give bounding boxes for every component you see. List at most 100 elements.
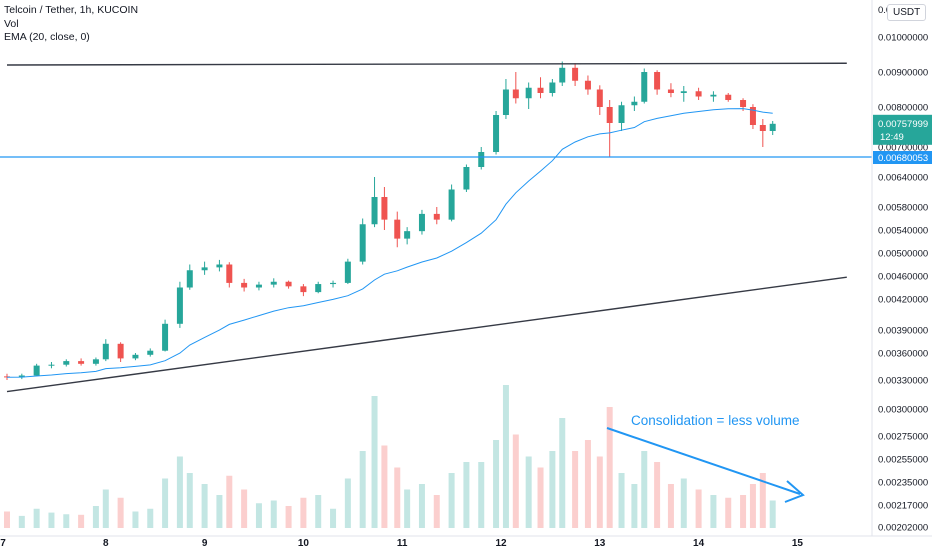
candle-body bbox=[559, 67, 566, 83]
volume-bar bbox=[285, 506, 292, 528]
candle-body bbox=[315, 284, 322, 293]
last-price-value: 0.00757999 bbox=[878, 119, 928, 130]
trendlines[interactable] bbox=[6, 62, 847, 393]
price-tick-label: 0.00275000 bbox=[878, 432, 928, 443]
candle-body bbox=[537, 87, 544, 93]
volume-bar bbox=[241, 489, 248, 528]
candle-body bbox=[176, 287, 183, 324]
volume-bar bbox=[186, 473, 193, 528]
price-tick-label: 0.00202000 bbox=[878, 523, 928, 534]
volume-bar bbox=[48, 512, 55, 528]
last-price-label: 0.00757999 12:49 bbox=[873, 114, 932, 145]
candle bbox=[463, 164, 470, 192]
price-tick-label: 0.00800000 bbox=[878, 103, 928, 114]
volume-bar bbox=[740, 495, 747, 528]
candle bbox=[226, 262, 233, 288]
volume-bar bbox=[4, 511, 10, 528]
candle bbox=[255, 281, 262, 291]
volume-bar bbox=[695, 489, 702, 528]
candle-body bbox=[641, 72, 648, 102]
volume-bar bbox=[330, 508, 337, 528]
volume-bar bbox=[537, 467, 544, 528]
volume-bar bbox=[559, 418, 566, 528]
candle-body bbox=[596, 89, 603, 107]
volume-bar bbox=[769, 500, 776, 528]
candle-body bbox=[147, 350, 154, 355]
time-axis[interactable]: 7 8 9 10 11 12 13 14 15 bbox=[0, 535, 932, 549]
volume-bar bbox=[117, 497, 124, 528]
price-tick-label: 0.00255000 bbox=[878, 455, 928, 466]
volume-bar bbox=[176, 456, 183, 528]
candle-body bbox=[241, 282, 248, 288]
volume-bar bbox=[102, 489, 109, 528]
candle bbox=[270, 278, 277, 288]
candle-body bbox=[162, 323, 169, 351]
price-tick-label: 0.00460000 bbox=[878, 272, 928, 283]
candle bbox=[63, 359, 70, 367]
candle-body bbox=[502, 89, 509, 115]
candle bbox=[559, 61, 566, 86]
candle-body bbox=[78, 361, 85, 364]
candle bbox=[381, 187, 388, 230]
trendline-upper bbox=[6, 62, 847, 66]
volume-bar bbox=[749, 484, 756, 528]
volume-bar bbox=[162, 478, 169, 528]
candle bbox=[330, 280, 337, 288]
price-tick-label: 0.00420000 bbox=[878, 295, 928, 306]
candle bbox=[92, 357, 99, 366]
price-tick-label: 0.00640000 bbox=[878, 173, 928, 184]
price-tick-label: 0.00700000 bbox=[878, 143, 928, 154]
candle bbox=[371, 177, 378, 228]
price-tick-label: 0.00900000 bbox=[878, 68, 928, 79]
volume-bar bbox=[725, 497, 732, 528]
candle bbox=[176, 281, 183, 328]
candle-body bbox=[572, 67, 579, 81]
volume-bar bbox=[381, 445, 388, 528]
candle-body bbox=[725, 94, 732, 100]
volume-bar bbox=[631, 484, 638, 528]
candle bbox=[117, 342, 124, 362]
candle-body bbox=[18, 375, 25, 378]
currency-badge[interactable]: USDT bbox=[887, 4, 927, 21]
volume-bar bbox=[147, 508, 154, 528]
candle-body bbox=[92, 359, 99, 364]
candle-body bbox=[695, 91, 702, 97]
candle bbox=[418, 209, 425, 235]
price-tick-label: 0.00217000 bbox=[878, 501, 928, 512]
candle-body bbox=[631, 101, 638, 106]
volume-bar bbox=[448, 473, 455, 528]
volume-bar bbox=[710, 495, 717, 528]
price-tick-label: 0.00330000 bbox=[878, 376, 928, 387]
annotation-arrow[interactable]: Consolidation = less volume bbox=[606, 413, 805, 503]
candle bbox=[48, 362, 55, 369]
candle bbox=[606, 100, 613, 157]
candle-body bbox=[710, 94, 717, 97]
candle bbox=[572, 63, 579, 86]
candle-body bbox=[48, 364, 55, 366]
last-price-badge bbox=[873, 114, 932, 145]
price-tick-label: 0.00540000 bbox=[878, 226, 928, 237]
candle bbox=[216, 259, 223, 272]
volume-bar bbox=[315, 495, 322, 528]
candle-body bbox=[285, 281, 292, 287]
volume-bar bbox=[654, 462, 661, 528]
symbol-title: Telcoin / Tether, 1h, KUCOIN bbox=[4, 4, 139, 16]
candle bbox=[478, 147, 485, 170]
candle bbox=[749, 104, 756, 129]
candle-body bbox=[418, 213, 425, 232]
candle bbox=[667, 83, 674, 98]
price-axis-bg bbox=[872, 0, 932, 536]
candle-body bbox=[132, 354, 139, 359]
candle bbox=[300, 284, 307, 297]
candle-body bbox=[63, 361, 70, 365]
candle-body bbox=[201, 267, 208, 271]
candle bbox=[618, 101, 625, 131]
volume-bar bbox=[525, 456, 532, 528]
price-axis[interactable]: 0.0...00 0.010000000.009000000.008000000… bbox=[871, 0, 932, 536]
candles bbox=[4, 61, 776, 380]
volume-bar bbox=[18, 515, 25, 528]
time-tick-label: 12 bbox=[495, 538, 507, 549]
volume-bars bbox=[4, 385, 776, 528]
